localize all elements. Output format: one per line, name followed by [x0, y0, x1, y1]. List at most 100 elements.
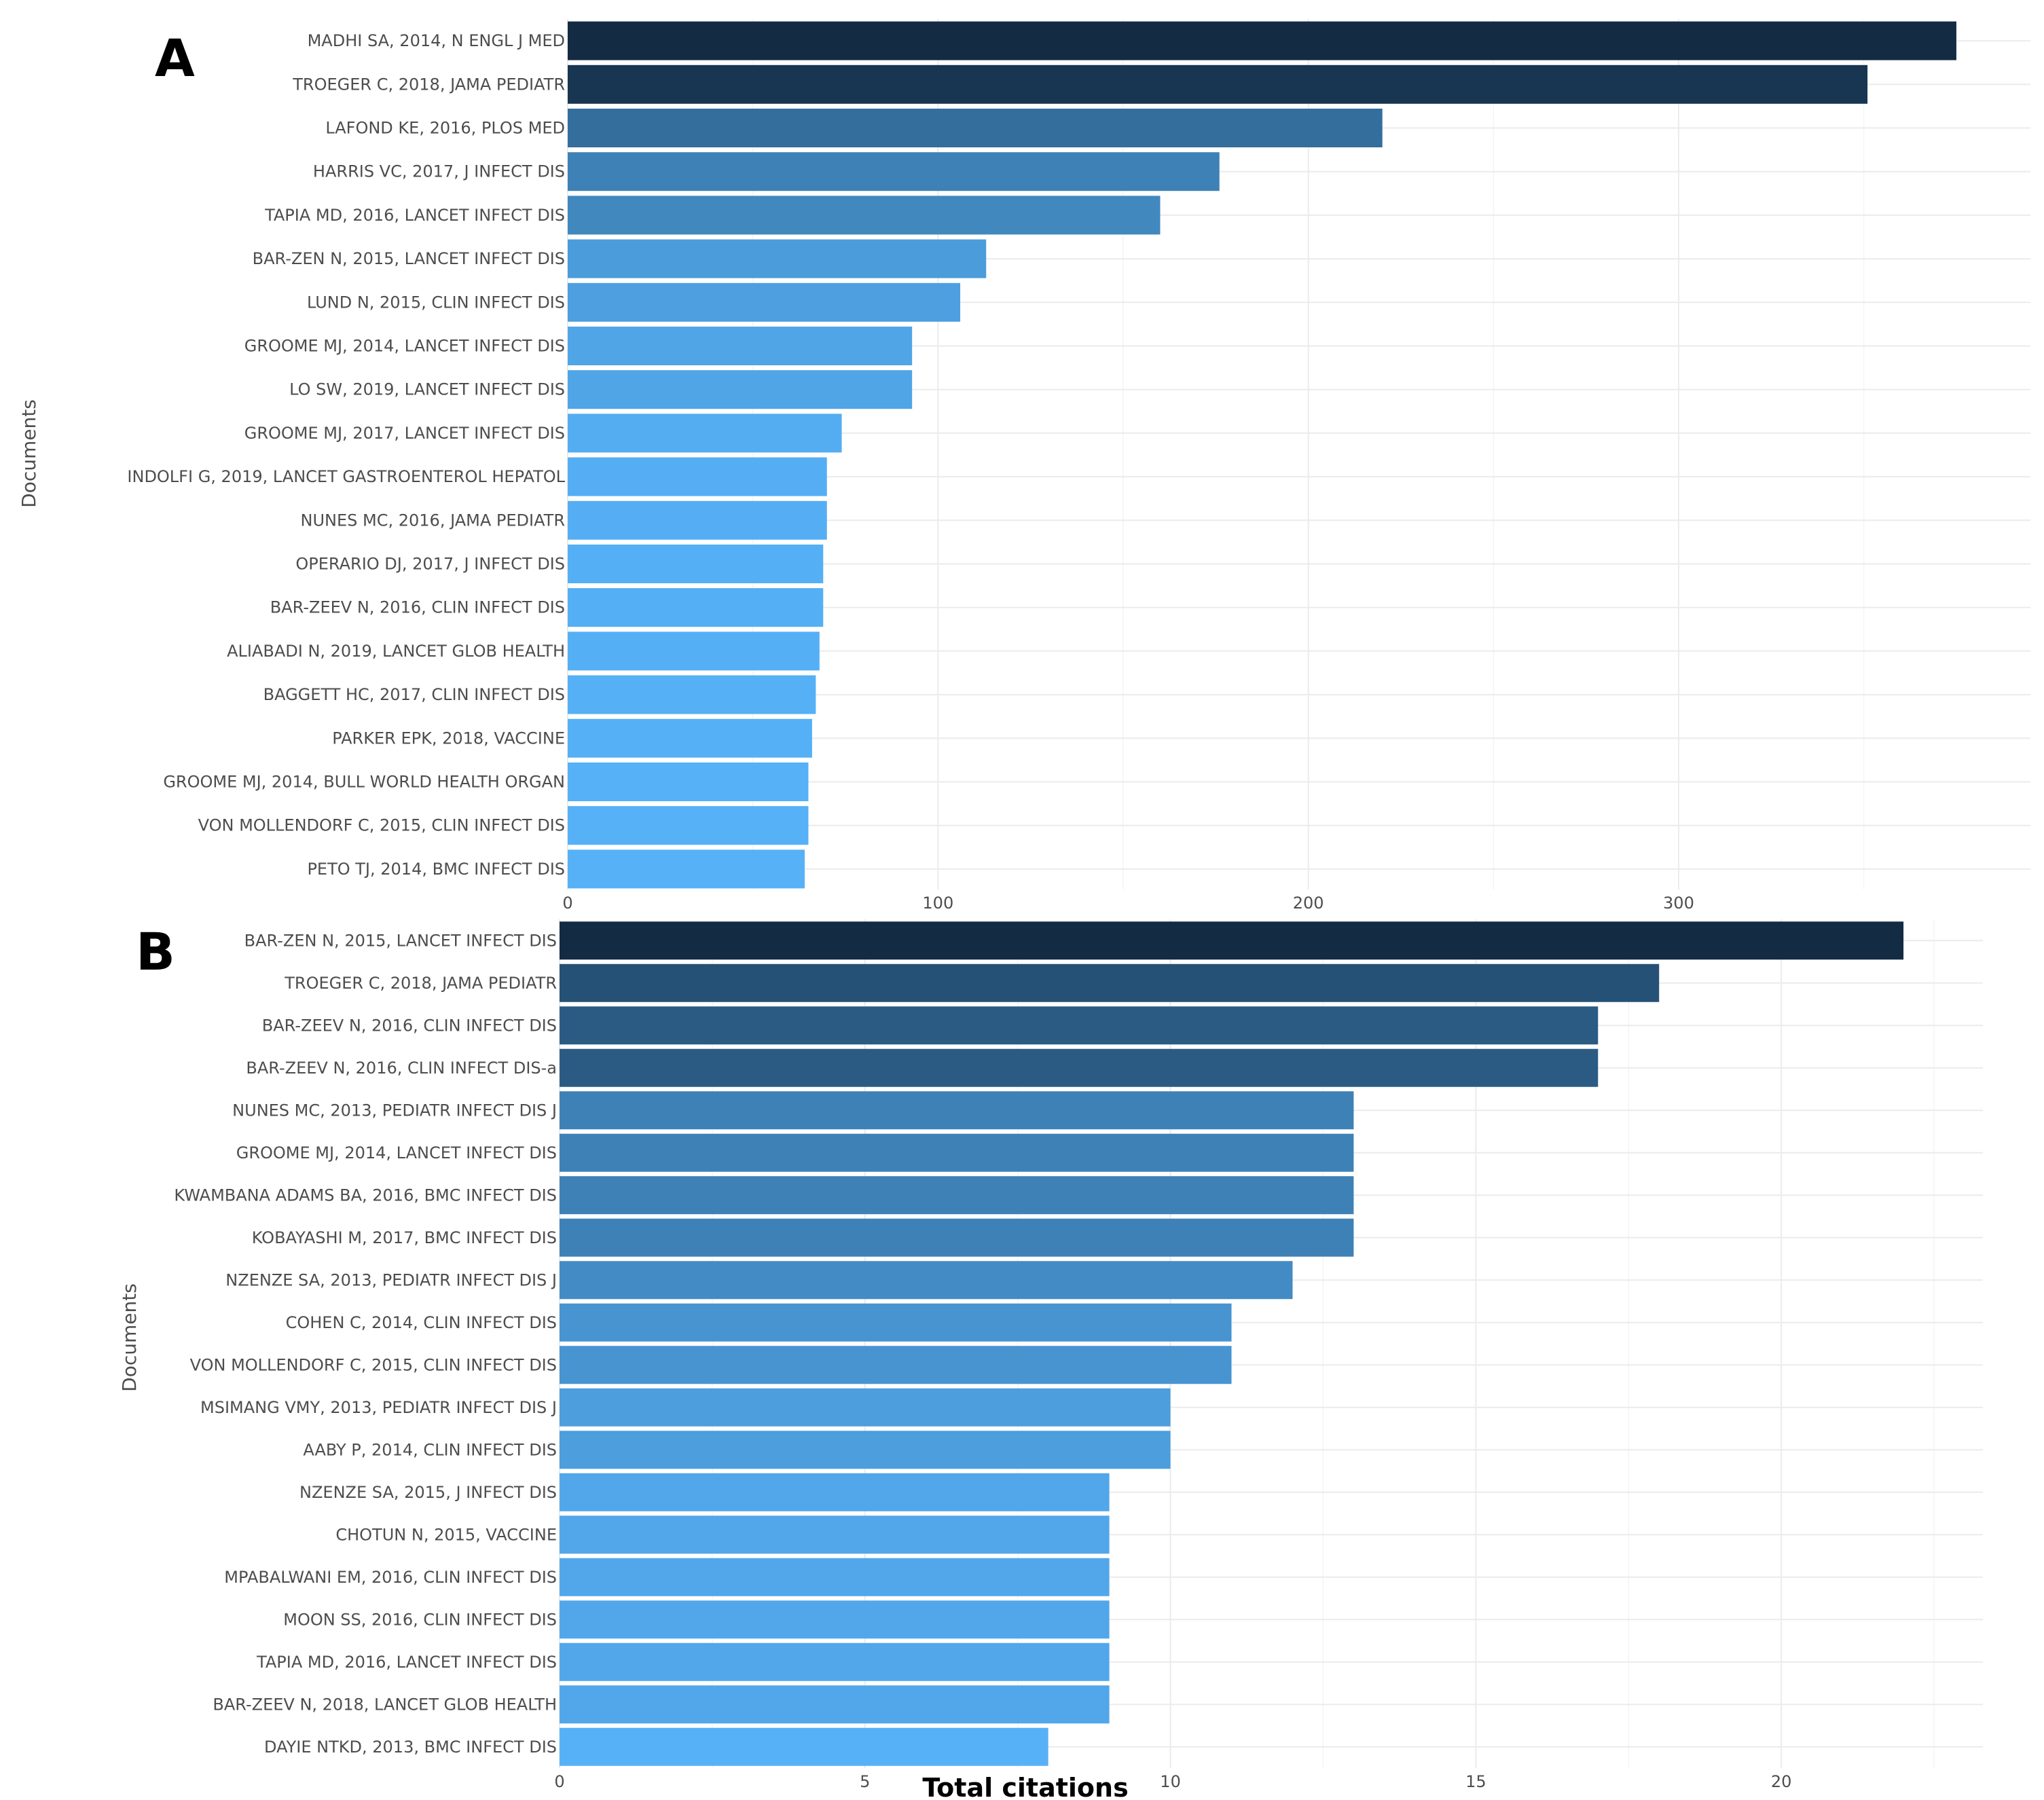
category-label: ALIABADI N, 2019, LANCET GLOB HEALTH	[227, 642, 565, 661]
panel-b: BAR-ZEN N, 2015, LANCET INFECT DIS TROEGE…	[118, 919, 1983, 1800]
bar	[560, 1261, 1293, 1300]
panel-a-gridlines	[567, 19, 2030, 889]
panel-a-tick-labels: 0 100 200 300	[562, 894, 1694, 913]
x-tick-label: 0	[562, 894, 572, 913]
x-tick-label: 0	[554, 1772, 564, 1791]
category-label: BAR-ZEN N, 2015, LANCET INFECT DIS	[244, 931, 557, 950]
panel-a-y-axis-title: Documents	[18, 399, 40, 508]
bar	[568, 414, 842, 453]
panel-b-letter: B	[136, 921, 175, 982]
category-label: GROOME MJ, 2017, LANCET INFECT DIS	[244, 424, 565, 443]
bar	[560, 963, 1660, 1002]
bar	[568, 588, 824, 627]
x-tick-label: 300	[1663, 894, 1694, 913]
bar	[568, 675, 816, 714]
category-label: BAR-ZEN N, 2015, LANCET INFECT DIS	[253, 249, 565, 268]
category-label: MPABALWANI EM, 2016, CLIN INFECT DIS	[224, 1568, 557, 1587]
bar	[560, 1091, 1354, 1130]
category-label: TAPIA MD, 2016, LANCET INFECT DIS	[264, 206, 565, 225]
category-label: TROEGER C, 2018, JAMA PEDIATR	[292, 75, 565, 94]
category-label: BAR-ZEEV N, 2016, CLIN INFECT DIS-a	[246, 1059, 557, 1078]
category-label: CHOTUN N, 2015, VACCINE	[335, 1525, 557, 1544]
bar	[560, 1685, 1110, 1724]
category-label: MADHI SA, 2014, N ENGL J MED	[308, 31, 565, 50]
panel-b-gridlines	[559, 919, 1983, 1768]
bar	[568, 282, 961, 322]
bar	[568, 21, 1956, 60]
category-label: INDOLFI G, 2019, LANCET GASTROENTEROL HE…	[127, 467, 565, 486]
x-tick-label: 10	[1160, 1772, 1181, 1791]
bar	[568, 109, 1383, 147]
panel-a-bars	[568, 21, 1956, 889]
bar	[568, 65, 1868, 104]
bar	[560, 1516, 1110, 1554]
category-label: DAYIE NTKD, 2013, BMC INFECT DIS	[264, 1738, 557, 1757]
bar	[560, 1727, 1048, 1766]
category-label: MOON SS, 2016, CLIN INFECT DIS	[283, 1610, 557, 1629]
category-label: AABY P, 2014, CLIN INFECT DIS	[303, 1440, 557, 1459]
bar	[560, 1176, 1354, 1215]
bar	[560, 1303, 1232, 1342]
category-label: TAPIA MD, 2016, LANCET INFECT DIS	[256, 1653, 557, 1672]
category-label: PARKER EPK, 2018, VACCINE	[332, 729, 565, 748]
bar	[560, 1558, 1110, 1596]
category-label: VON MOLLENDORF C, 2015, CLIN INFECT DIS	[190, 1355, 557, 1374]
panel-b-category-labels: BAR-ZEN N, 2015, LANCET INFECT DIS TROEGE…	[174, 931, 557, 1757]
category-label: COHEN C, 2014, CLIN INFECT DIS	[286, 1313, 557, 1332]
category-label: LUND N, 2015, CLIN INFECT DIS	[307, 293, 565, 312]
bar	[568, 152, 1220, 191]
bar	[568, 370, 913, 409]
category-label: NZENZE SA, 2013, PEDIATR INFECT DIS J	[225, 1270, 557, 1289]
bar	[560, 1133, 1354, 1172]
x-tick-label: 100	[922, 894, 953, 913]
x-tick-label: 15	[1465, 1772, 1486, 1791]
category-label: KWAMBANA ADAMS BA, 2016, BMC INFECT DIS	[174, 1186, 557, 1205]
bar	[560, 1218, 1354, 1257]
bar	[560, 1048, 1599, 1087]
bar	[560, 1473, 1110, 1511]
panel-a-letter: A	[155, 28, 195, 88]
category-label: NUNES MC, 2013, PEDIATR INFECT DIS J	[232, 1101, 557, 1120]
category-label: OPERARIO DJ, 2017, J INFECT DIS	[295, 555, 565, 574]
category-label: LAFOND KE, 2016, PLOS MED	[325, 119, 565, 138]
bar	[568, 327, 913, 365]
bar	[568, 718, 812, 758]
bar	[560, 1600, 1110, 1639]
category-label: LO SW, 2019, LANCET INFECT DIS	[289, 380, 565, 399]
panel-a-category-labels: MADHI SA, 2014, N ENGL J MED TROEGER C, 2…	[127, 31, 565, 879]
x-axis-title: Total citations	[922, 1773, 1128, 1800]
category-label: GROOME MJ, 2014, LANCET INFECT DIS	[244, 337, 565, 356]
bar	[568, 631, 820, 671]
x-tick-label: 5	[860, 1772, 870, 1791]
panel-a: MADHI SA, 2014, N ENGL J MED TROEGER C, 2…	[18, 19, 2030, 913]
category-label: BAR-ZEEV N, 2018, LANCET GLOB HEALTH	[213, 1695, 557, 1714]
category-label: NUNES MC, 2016, JAMA PEDIATR	[301, 511, 565, 530]
category-label: TROEGER C, 2018, JAMA PEDIATR	[284, 974, 557, 993]
bar	[568, 196, 1161, 235]
category-label: MSIMANG VMY, 2013, PEDIATR INFECT DIS J	[200, 1398, 557, 1417]
bar	[568, 806, 809, 845]
panel-b-y-axis-title: Documents	[118, 1283, 141, 1392]
bar	[560, 1431, 1171, 1469]
category-label: NZENZE SA, 2015, J INFECT DIS	[299, 1483, 557, 1502]
bar	[568, 500, 827, 540]
bar	[568, 763, 809, 801]
x-tick-label: 200	[1293, 894, 1324, 913]
bar	[568, 457, 827, 496]
x-tick-label: 20	[1771, 1772, 1792, 1791]
bar	[560, 1006, 1599, 1045]
category-label: GROOME MJ, 2014, BULL WORLD HEALTH ORGAN	[163, 773, 565, 792]
bar	[560, 1388, 1171, 1427]
bar	[560, 1642, 1110, 1681]
panel-b-bars	[560, 921, 1904, 1766]
bar	[568, 239, 987, 278]
bar	[568, 849, 805, 889]
category-label: BAR-ZEEV N, 2016, CLIN INFECT DIS	[262, 1016, 557, 1035]
bar	[568, 545, 824, 583]
category-label: GROOME MJ, 2014, LANCET INFECT DIS	[236, 1143, 557, 1162]
bar	[560, 921, 1904, 960]
panel-b-tick-labels: 0 5 10 15 20	[554, 1772, 1791, 1791]
category-label: VON MOLLENDORF C, 2015, CLIN INFECT DIS	[198, 816, 565, 835]
category-label: KOBAYASHI M, 2017, BMC INFECT DIS	[252, 1228, 557, 1247]
